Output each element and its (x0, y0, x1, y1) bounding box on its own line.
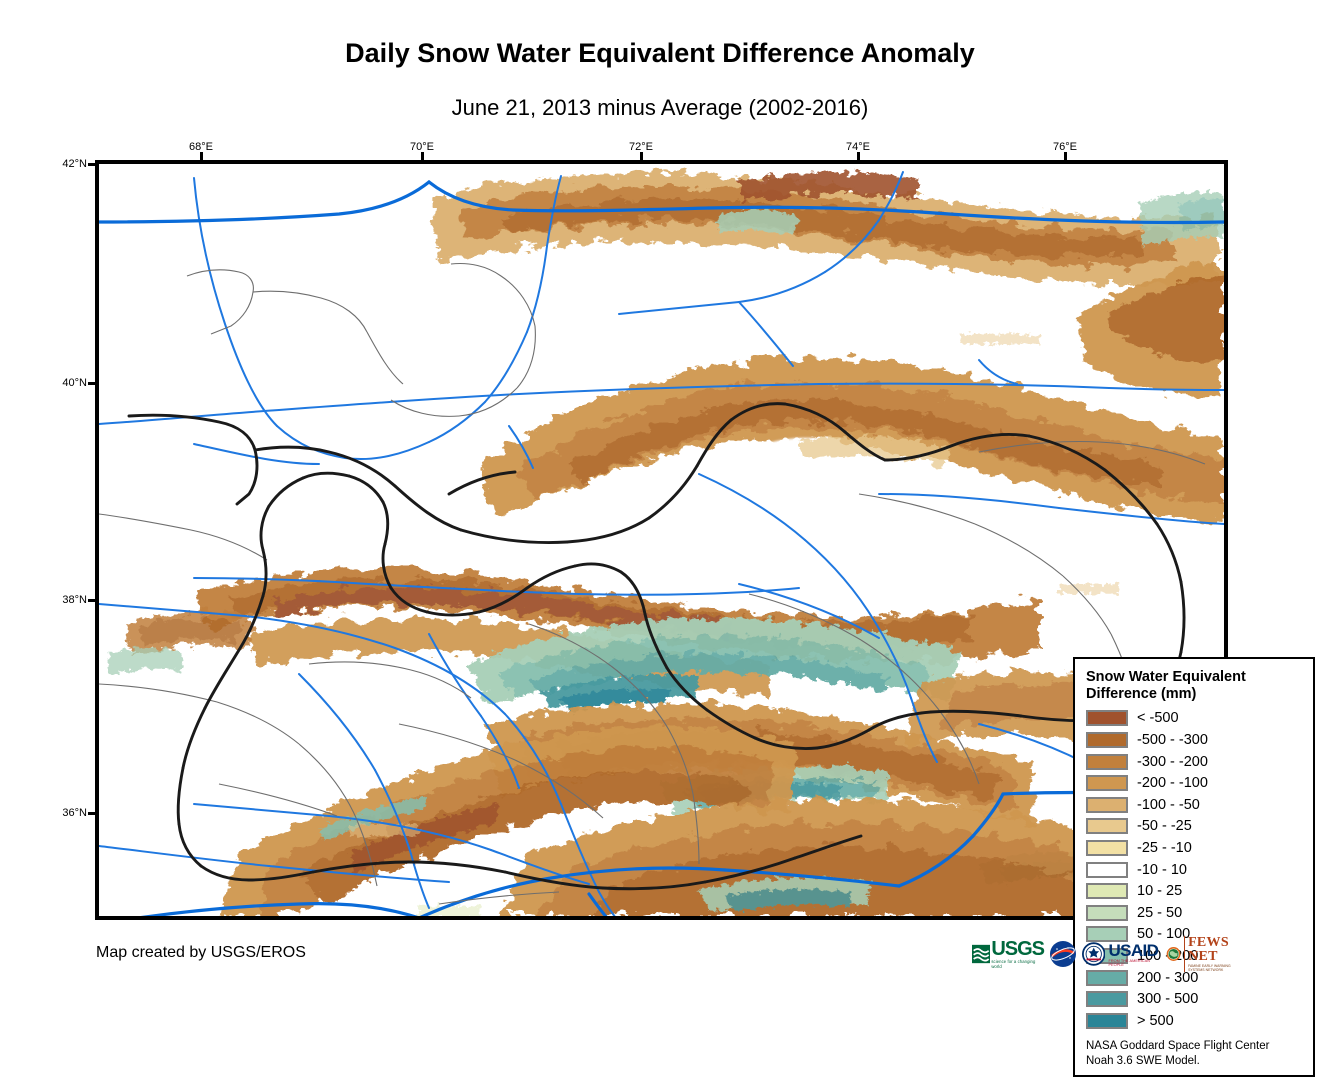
legend-swatch (1086, 926, 1128, 943)
swe-anomaly-raster (99, 164, 1224, 916)
legend-label: 200 - 300 (1137, 969, 1199, 986)
map-frame[interactable] (95, 160, 1228, 920)
legend-swatch (1086, 1012, 1128, 1029)
legend-label: 10 - 25 (1137, 883, 1183, 900)
legend-swatch (1086, 839, 1128, 856)
legend-row: 300 - 500 (1086, 988, 1303, 1010)
legend-swatch (1086, 861, 1128, 878)
legend-swatch (1086, 969, 1128, 986)
lon-label-74: 74°E (846, 141, 870, 153)
legend-row: 200 - 300 (1086, 967, 1303, 989)
lat-label-40: 40°N (62, 377, 87, 389)
legend-label: 25 - 50 (1137, 904, 1183, 921)
lon-tick-76 (1064, 152, 1067, 161)
legend-swatch (1086, 732, 1128, 749)
legend-label: -100 - -50 (1137, 796, 1200, 813)
legend-row: 25 - 50 (1086, 902, 1303, 924)
legend-row: -300 - -200 (1086, 751, 1303, 773)
legend-label: -200 - -100 (1137, 775, 1208, 792)
fews-globe-icon (1166, 947, 1181, 961)
legend-label: -500 - -300 (1137, 732, 1208, 749)
nasa-logo[interactable] (1049, 937, 1077, 971)
usaid-logo[interactable]: USAID FROM THE AMERICAN PEOPLE (1082, 937, 1161, 971)
nasa-meatball-icon (1050, 941, 1076, 967)
legend-label: < -500 (1137, 710, 1179, 727)
legend-title-line1: Snow Water Equivalent (1086, 669, 1246, 685)
lon-label-70: 70°E (410, 141, 434, 153)
usaid-tagline: FROM THE AMERICAN PEOPLE (1108, 958, 1150, 967)
usgs-mark-icon (972, 944, 991, 964)
legend-label: -25 - -10 (1137, 839, 1192, 856)
legend-row: > 500 (1086, 1010, 1303, 1032)
lon-tick-70 (421, 152, 424, 161)
lat-label-38: 38°N (62, 594, 87, 606)
lat-tick-36 (88, 812, 97, 815)
legend-row: -50 - -25 (1086, 816, 1303, 838)
lat-tick-38 (88, 599, 97, 602)
legend-classes: < -500 -500 - -300 -300 - -200 -200 - -100 -… (1086, 708, 1303, 1032)
legend-row: -25 - -10 (1086, 837, 1303, 859)
page-subtitle: June 21, 2013 minus Average (2002-2016) (451, 95, 869, 120)
lat-tick-42 (88, 163, 97, 166)
legend-label: 300 - 500 (1137, 991, 1199, 1008)
legend-row: 50 - 100 (1086, 924, 1303, 946)
lon-label-76: 76°E (1053, 141, 1077, 153)
legend-swatch (1086, 991, 1128, 1008)
lon-tick-72 (640, 152, 643, 161)
legend-title-line2: Difference (mm) (1086, 685, 1197, 702)
lat-label-42: 42°N (62, 158, 87, 170)
legend-title: Snow Water Equivalent Difference (mm) (1086, 669, 1303, 703)
legend-source-note: NASA Goddard Space Flight Center Noah 3.… (1086, 1039, 1303, 1069)
usaid-seal-icon (1082, 942, 1106, 966)
usgs-tagline: science for a changing world (991, 959, 1036, 969)
legend-label: -300 - -200 (1137, 753, 1208, 770)
legend-swatch (1086, 796, 1128, 813)
legend-row: -500 - -300 (1086, 729, 1303, 751)
fews-net-logo[interactable]: FEWS NET FAMINE EARLY WARNING SYSTEMS NE… (1166, 935, 1238, 972)
lat-tick-40 (88, 382, 97, 385)
legend-label: 50 - 100 (1137, 926, 1191, 943)
usaid-wordmark: USAID (1108, 940, 1159, 960)
province-boundaries (99, 262, 1206, 905)
legend-row: < -500 (1086, 708, 1303, 730)
legend-note-line1: NASA Goddard Space Flight Center (1086, 1039, 1270, 1052)
legend-label: -50 - -25 (1137, 818, 1192, 835)
legend-label: > 500 (1137, 1012, 1174, 1029)
usgs-wordmark: USGS (991, 938, 1045, 960)
legend-row: -200 - -100 (1086, 772, 1303, 794)
legend-swatch (1086, 883, 1128, 900)
usgs-logo[interactable]: USGS science for a changing world (972, 937, 1045, 971)
page-title: Daily Snow Water Equivalent Difference A… (345, 38, 975, 68)
lon-label-68: 68°E (189, 141, 213, 153)
lon-label-72: 72°E (629, 141, 653, 153)
legend-row: -100 - -50 (1086, 794, 1303, 816)
legend-label: -10 - 10 (1137, 861, 1187, 878)
legend-swatch (1086, 904, 1128, 921)
map-container[interactable]: 68°E 70°E 72°E 74°E 76°E 42°N 40°N 38°N … (62, 141, 1315, 1077)
legend-swatch (1086, 753, 1128, 770)
map-legend[interactable]: Snow Water Equivalent Difference (mm) < … (1073, 657, 1315, 1077)
lat-label-36: 36°N (62, 807, 87, 819)
lon-tick-68 (200, 152, 203, 161)
legend-swatch (1086, 710, 1128, 727)
map-credit: Map created by USGS/EROS (96, 944, 306, 961)
legend-row: -10 - 10 (1086, 859, 1303, 881)
fews-tagline: FAMINE EARLY WARNING SYSTEMS NETWORK (1188, 964, 1231, 972)
fews-wordmark: FEWS NET (1188, 935, 1229, 964)
lon-tick-74 (857, 152, 860, 161)
legend-swatch (1086, 818, 1128, 835)
legend-note-line2: Noah 3.6 SWE Model. (1086, 1054, 1200, 1067)
legend-row: 10 - 25 (1086, 880, 1303, 902)
river-network (99, 171, 1224, 916)
legend-swatch (1086, 775, 1128, 792)
agency-logos: USGS science for a changing world USAID … (972, 936, 1231, 972)
